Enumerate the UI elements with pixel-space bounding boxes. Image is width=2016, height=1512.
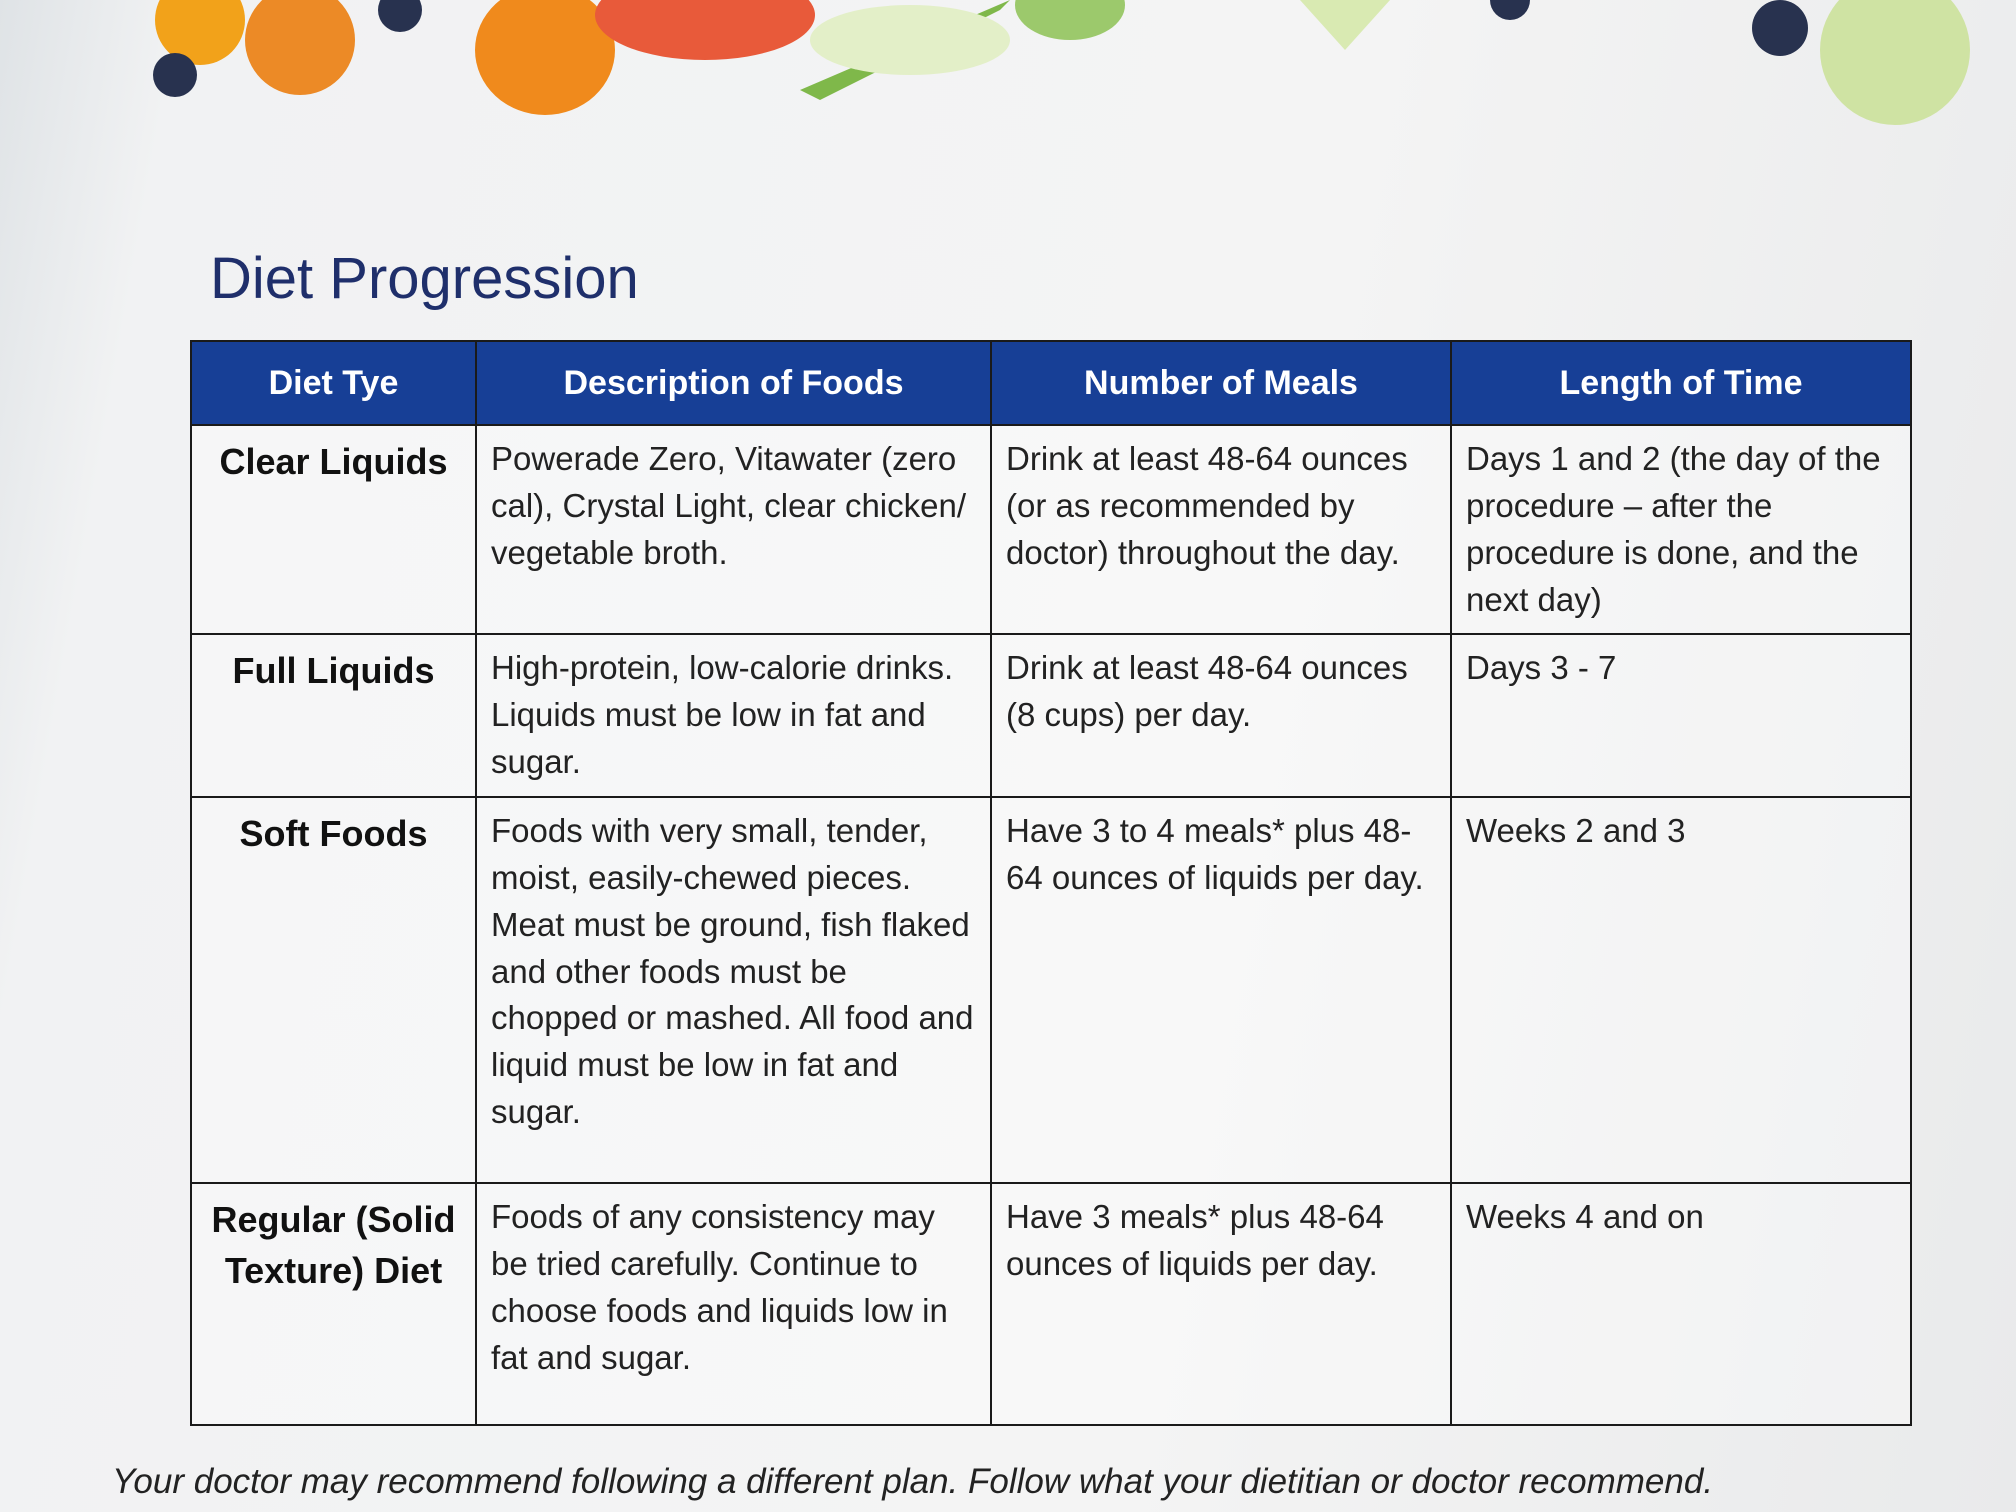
table-cell: Days 1 and 2 (the day of the procedure –… — [1450, 423, 1912, 636]
diet-type: Regular (Solid Texture) Diet — [190, 1182, 477, 1427]
table-cell: Weeks 4 and on — [1450, 1182, 1912, 1427]
blueberry — [1490, 0, 1530, 20]
column-header: Length of Time — [1450, 340, 1912, 426]
diet-table: Diet Tye Description of Foods Number of … — [190, 340, 1912, 1427]
blueberry — [1752, 0, 1808, 56]
table-cell: Days 3 - 7 — [1450, 633, 1912, 799]
table-cell: Powerade Zero, Vitawater (zero cal), Cry… — [475, 423, 992, 636]
cucumber — [1015, 0, 1125, 40]
orange — [155, 0, 245, 65]
column-header: Diet Tye — [190, 340, 477, 426]
diet-type: Clear Liquids — [190, 423, 477, 636]
table-cell: Have 3 meals* plus 48-64 ounces of liqui… — [990, 1182, 1452, 1427]
blueberry — [153, 53, 197, 97]
carrot — [245, 0, 355, 95]
table-cell: Foods of any consistency may be tried ca… — [475, 1182, 992, 1427]
header-row: Diet Tye Description of Foods Number of … — [190, 340, 1912, 426]
cucumber — [810, 5, 1010, 75]
column-header: Number of Meals — [990, 340, 1452, 426]
fruit-decoration — [153, 0, 1970, 125]
diet-type: Soft Foods — [190, 796, 477, 1185]
blueberry — [378, 0, 422, 32]
table-cell: Drink at least 48-64 ounces (or as recom… — [990, 423, 1452, 636]
lime — [1820, 0, 1970, 125]
table-cell: Foods with very small, tender, moist, ea… — [475, 796, 992, 1185]
footer-note: Your doctor may recommend following a di… — [112, 1462, 1714, 1501]
diet-type: Full Liquids — [190, 633, 477, 799]
title: Diet Progression — [210, 246, 639, 311]
table-cell: High-protein, low-calorie drinks. Liquid… — [475, 633, 992, 799]
carrot — [475, 0, 615, 115]
table-cell: Drink at least 48-64 ounces (8 cups) per… — [990, 633, 1452, 799]
column-header: Description of Foods — [475, 340, 992, 426]
table-row: Clear Liquids Powerade Zero, Vitawater (z… — [190, 423, 1912, 636]
table-row: Full Liquids High-protein, low-calorie dr… — [190, 633, 1912, 799]
tomato — [595, 0, 815, 60]
table-body: Clear Liquids Powerade Zero, Vitawater (z… — [190, 423, 1912, 1427]
table-cell: Have 3 to 4 meals* plus 48-64 ounces of … — [990, 796, 1452, 1185]
table-row: Soft Foods Foods with very small, tender,… — [190, 796, 1912, 1185]
table-row: Regular (Solid Texture) Diet Foods of any… — [190, 1182, 1912, 1427]
lime — [1300, 0, 1390, 50]
table-cell: Weeks 2 and 3 — [1450, 796, 1912, 1185]
